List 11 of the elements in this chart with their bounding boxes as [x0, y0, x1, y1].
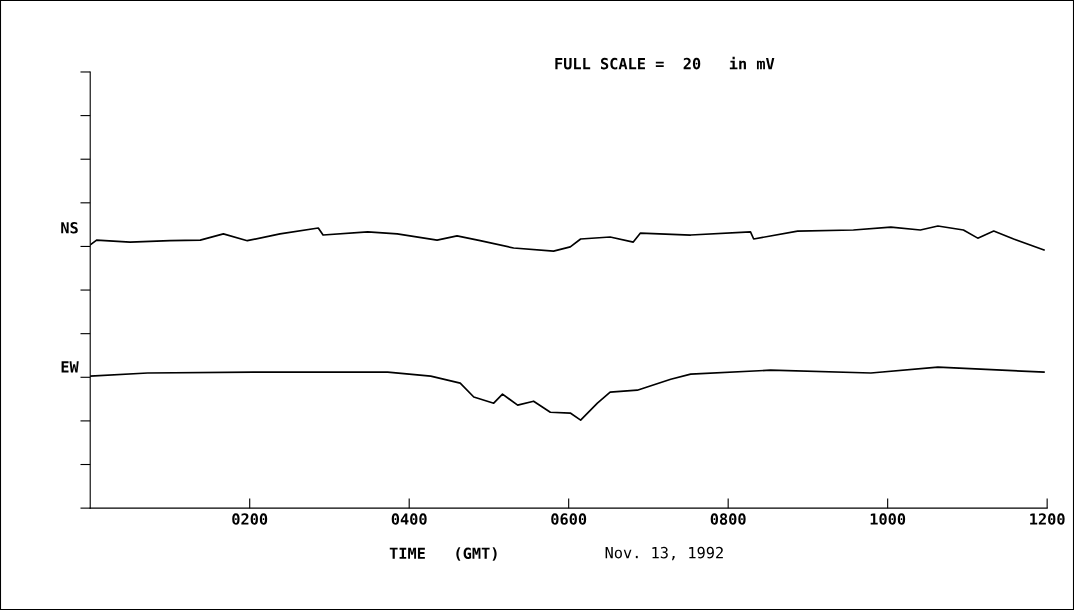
- x-tick-label: 0800: [710, 513, 746, 525]
- series-label: NS: [61, 222, 78, 234]
- x-axis-title: TIME (GMT): [389, 547, 497, 561]
- x-tick-label: 1000: [870, 513, 906, 525]
- x-tick-label: 1200: [1030, 513, 1065, 525]
- x-tick-label: 0200: [232, 513, 268, 525]
- x-tick-label: 0600: [551, 513, 587, 525]
- x-tick-label: 0400: [391, 513, 427, 525]
- text: Nov. 13, 1992: [605, 546, 723, 561]
- chart-title: FULL SCALE = 20 in mV: [555, 56, 775, 70]
- legend-label: EW: [61, 361, 79, 373]
